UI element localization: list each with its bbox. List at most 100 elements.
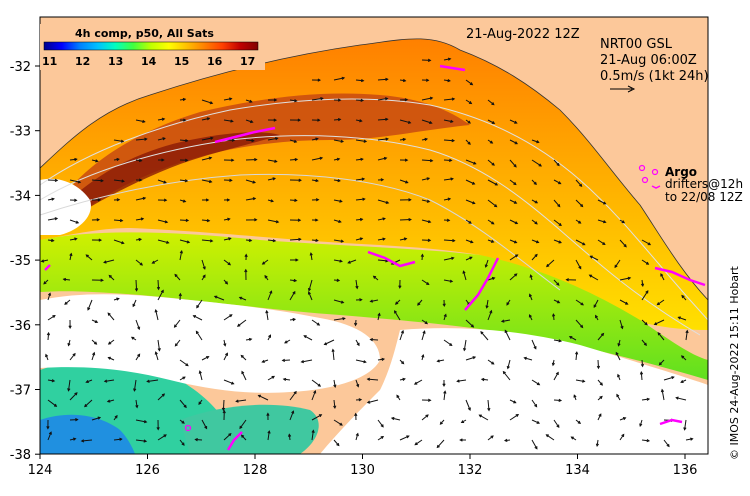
current-vector [258, 394, 269, 401]
current-vector [155, 351, 159, 361]
current-vector-head [339, 199, 343, 203]
current-vector [575, 179, 582, 187]
current-vector [113, 219, 123, 222]
current-vector-head [287, 433, 292, 437]
current-vector [463, 271, 467, 281]
current-vector [267, 137, 278, 141]
current-vector [333, 259, 342, 262]
current-vector-head [578, 266, 582, 270]
current-vector-head [198, 401, 202, 406]
current-vector-head [366, 400, 371, 404]
current-vector-head [408, 217, 412, 222]
current-vector [509, 219, 518, 224]
current-vector-head [570, 436, 574, 440]
current-vector-head [62, 277, 67, 282]
current-vector-head [359, 298, 363, 302]
current-vector-head [74, 157, 78, 162]
current-vector-head [138, 237, 143, 242]
current-vector-head [356, 342, 360, 347]
current-vector-head [208, 156, 213, 160]
current-vector-head [202, 274, 206, 278]
colorbar-tick-label: 14 [141, 55, 157, 68]
current-vector-head [192, 315, 197, 318]
current-vector [157, 279, 160, 290]
current-vector-head [67, 388, 71, 392]
current-vector [223, 379, 234, 385]
current-vector-head [338, 219, 342, 223]
current-vector-head [533, 346, 537, 350]
current-vector [355, 198, 365, 201]
current-vector-head [573, 394, 577, 398]
x-tick-label: 130 [350, 463, 375, 478]
current-vector-head [178, 292, 182, 297]
current-vector-head [143, 439, 148, 443]
current-vector [487, 199, 497, 207]
current-vector-head [54, 178, 59, 182]
current-vector-head [447, 57, 452, 61]
current-vector [201, 179, 212, 183]
current-vector-head [489, 140, 494, 144]
current-vector-head [490, 239, 495, 243]
current-vector-head [303, 335, 307, 339]
current-vector-head [480, 377, 485, 382]
current-vector-head [666, 443, 670, 448]
current-vector-head [485, 305, 489, 309]
current-vector-head [320, 97, 324, 101]
current-vector [553, 159, 560, 166]
current-vector-head [185, 138, 189, 143]
current-vector-head [195, 330, 199, 334]
current-vector-head [40, 259, 45, 263]
current-vector [237, 319, 247, 327]
current-vector-head [347, 260, 351, 264]
current-vector [113, 438, 122, 441]
current-vector-head [227, 262, 232, 266]
current-vector-head [534, 446, 538, 450]
current-vector-head [402, 137, 407, 142]
current-vector [377, 78, 388, 81]
current-vector-head [160, 289, 164, 293]
current-vector-head [315, 218, 319, 222]
current-vector [553, 279, 560, 286]
current-vector [487, 179, 498, 186]
current-vector-head [589, 255, 593, 259]
current-vector-head [690, 437, 694, 441]
drifters-legend-line1: drifters@12h [665, 177, 743, 191]
current-vector-head [202, 266, 206, 270]
current-vector [391, 417, 401, 421]
current-vector-head [313, 390, 317, 394]
y-tick-label: -38 [10, 448, 31, 463]
current-vector-head [582, 242, 586, 246]
current-vector [201, 219, 210, 222]
current-vector-head [333, 405, 337, 410]
current-vector-head [394, 310, 397, 314]
current-vector [480, 331, 489, 341]
current-vector-head [339, 422, 343, 426]
current-vector-head [401, 361, 405, 365]
current-vector-head [534, 200, 539, 204]
current-vector [660, 273, 665, 281]
current-vector-head [151, 260, 155, 264]
current-vector-head [140, 217, 145, 221]
bathymetry-contour-2 [40, 135, 701, 336]
current-vector [113, 179, 124, 182]
current-vector [436, 439, 445, 448]
current-vector-head [317, 78, 322, 82]
current-vector-head [536, 140, 540, 144]
current-vector [443, 391, 446, 401]
current-vector [485, 259, 489, 268]
current-vector-head [51, 197, 55, 201]
current-vector-head [467, 141, 471, 145]
colorbar-tick-label: 13 [108, 55, 123, 68]
current-vector [657, 299, 665, 306]
current-vector-head [555, 371, 559, 375]
current-vector [479, 414, 489, 421]
current-vector [421, 199, 430, 203]
cloud-mask-2 [320, 328, 708, 454]
current-vector [245, 119, 253, 123]
current-vector-head [336, 278, 341, 282]
current-vector [509, 273, 518, 281]
current-vector-head [67, 342, 71, 347]
current-vector [214, 295, 225, 301]
current-vector-head [231, 381, 235, 385]
current-vector-head [363, 360, 367, 364]
